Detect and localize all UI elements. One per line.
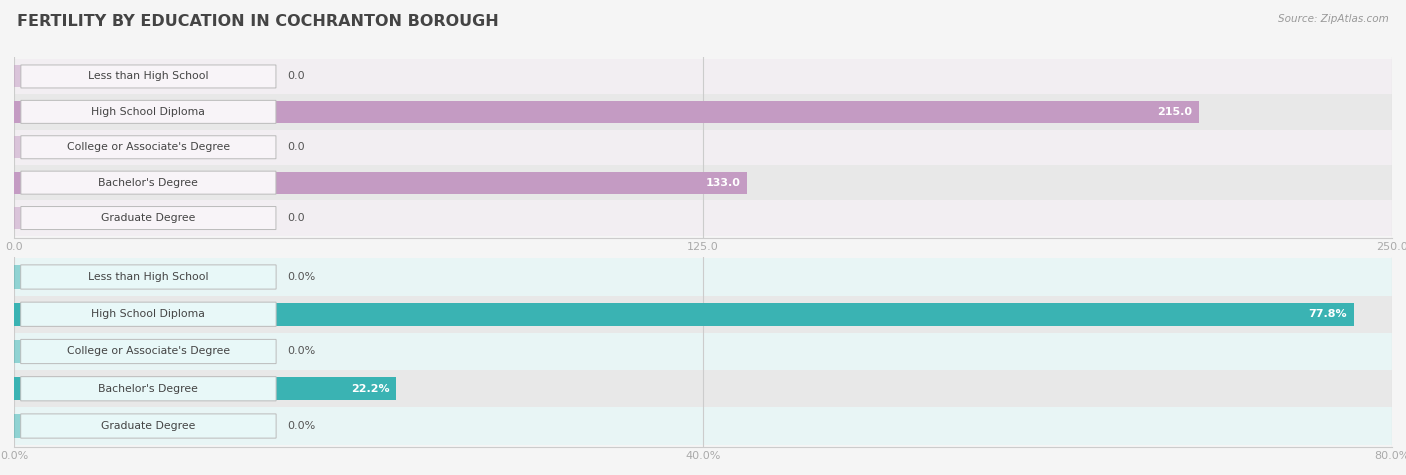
Bar (14, 295, 1392, 333)
Text: College or Associate's Degree: College or Associate's Degree (67, 142, 231, 152)
Bar (14, 171, 747, 194)
FancyBboxPatch shape (21, 136, 276, 159)
Text: Graduate Degree: Graduate Degree (101, 213, 195, 223)
Text: 0.0%: 0.0% (287, 421, 315, 431)
Bar (14, 94, 1392, 130)
Text: 77.8%: 77.8% (1309, 309, 1347, 319)
FancyBboxPatch shape (21, 377, 276, 401)
Bar (14, 340, 90, 363)
Text: Bachelor's Degree: Bachelor's Degree (98, 384, 198, 394)
Bar (14, 165, 1392, 200)
Bar (14, 333, 1392, 370)
Bar (14, 207, 90, 229)
FancyBboxPatch shape (21, 340, 276, 363)
Bar (14, 415, 90, 437)
Text: 0.0%: 0.0% (287, 272, 315, 282)
FancyBboxPatch shape (21, 302, 276, 326)
Text: FERTILITY BY EDUCATION IN COCHRANTON BOROUGH: FERTILITY BY EDUCATION IN COCHRANTON BOR… (17, 14, 499, 29)
FancyBboxPatch shape (21, 414, 276, 438)
Text: High School Diploma: High School Diploma (91, 309, 205, 319)
Text: 133.0: 133.0 (706, 178, 740, 188)
FancyBboxPatch shape (21, 171, 276, 194)
Bar (14, 130, 1392, 165)
Text: 22.2%: 22.2% (352, 384, 389, 394)
Bar (14, 101, 1199, 123)
Bar (14, 408, 1392, 445)
Text: Less than High School: Less than High School (89, 272, 208, 282)
Bar (14, 59, 1392, 94)
FancyBboxPatch shape (21, 207, 276, 229)
FancyBboxPatch shape (21, 65, 276, 88)
FancyBboxPatch shape (21, 100, 276, 124)
Text: Graduate Degree: Graduate Degree (101, 421, 195, 431)
FancyBboxPatch shape (21, 265, 276, 289)
Text: Less than High School: Less than High School (89, 71, 208, 82)
Bar (14, 66, 90, 87)
Text: High School Diploma: High School Diploma (91, 107, 205, 117)
Bar (14, 200, 1392, 236)
Bar (14, 266, 90, 288)
Text: 0.0: 0.0 (287, 71, 305, 82)
Bar (14, 136, 90, 158)
Text: Source: ZipAtlas.com: Source: ZipAtlas.com (1278, 14, 1389, 24)
Bar (14, 303, 1354, 326)
Text: 215.0: 215.0 (1157, 107, 1192, 117)
Text: College or Associate's Degree: College or Associate's Degree (67, 346, 231, 357)
Bar (14, 370, 1392, 408)
Text: 0.0%: 0.0% (287, 346, 315, 357)
Text: 0.0: 0.0 (287, 142, 305, 152)
Bar (14, 377, 396, 400)
Text: Bachelor's Degree: Bachelor's Degree (98, 178, 198, 188)
Bar (14, 258, 1392, 295)
Text: 0.0: 0.0 (287, 213, 305, 223)
